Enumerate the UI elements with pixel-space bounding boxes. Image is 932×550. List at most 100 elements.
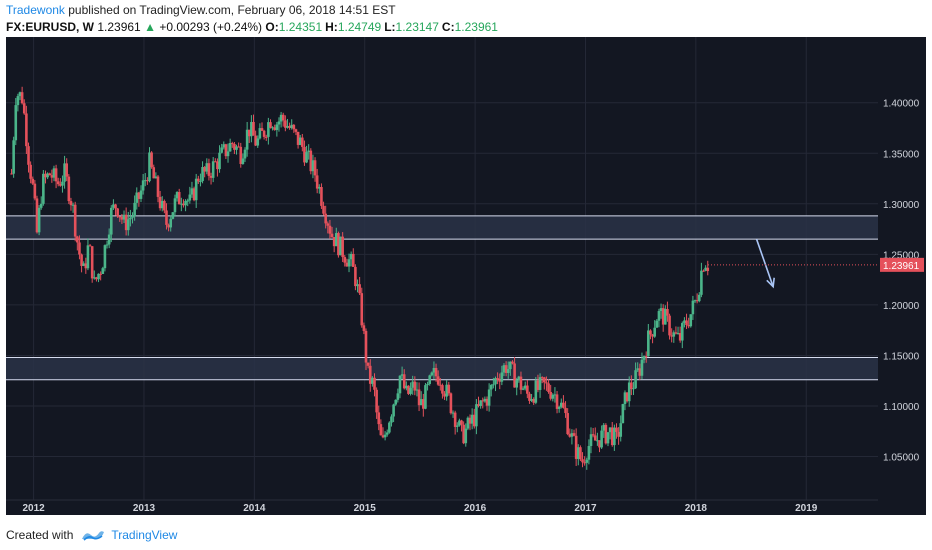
candle-body-42	[99, 273, 102, 275]
candle-50	[116, 207, 119, 218]
candle-body-284	[613, 427, 616, 446]
tradingview-brand[interactable]: TradingView	[111, 528, 178, 542]
candle-body-266	[574, 435, 578, 459]
candle-body-6	[22, 103, 26, 114]
candle-body-245	[530, 399, 533, 401]
candle-212	[460, 419, 463, 432]
candle-body-3	[16, 96, 20, 106]
candle-309	[666, 301, 669, 322]
candle-72	[163, 199, 166, 214]
candle-body-194	[422, 399, 425, 409]
candle-101	[224, 143, 228, 159]
arrow-head	[766, 277, 775, 289]
candle-325	[700, 262, 703, 298]
candle-body-30	[73, 204, 77, 237]
candle-body-282	[608, 427, 612, 433]
candle-body-8	[27, 146, 30, 165]
symbol-label[interactable]: FX:EURUSD, W	[6, 20, 94, 34]
candle-117	[258, 123, 262, 140]
candle-11	[33, 180, 37, 201]
candle-body-227	[492, 384, 495, 386]
candle-body-238	[515, 380, 519, 388]
candle-body-137	[301, 137, 304, 147]
candle-body-197	[428, 375, 431, 384]
candle-112	[247, 129, 251, 144]
candle-body-295	[636, 368, 640, 371]
candle-body-138	[303, 146, 306, 163]
candle-199	[432, 361, 436, 380]
candle-269	[581, 452, 584, 468]
candle-203	[441, 383, 444, 399]
price-chart[interactable]: 1.40000 1.35000 1.30000 1.25000 1.20000 1.150…	[6, 37, 926, 515]
candle-13	[37, 204, 41, 236]
candle-body-228	[494, 378, 497, 385]
candle-286	[617, 427, 620, 445]
candle-45	[105, 240, 109, 249]
candle-129	[284, 115, 287, 132]
candle-289	[623, 390, 627, 411]
candle-body-300	[647, 330, 650, 357]
candle-153	[334, 227, 338, 247]
candle-body-292	[630, 382, 633, 390]
candle-body-252	[545, 382, 548, 384]
candle-body-60	[137, 192, 141, 199]
candle-1	[12, 136, 15, 178]
candle-body-80	[180, 203, 183, 205]
candle-258	[557, 405, 561, 413]
candle-body-256	[553, 394, 557, 396]
candle-92	[205, 158, 209, 175]
candle-228	[494, 376, 497, 392]
candle-126	[277, 117, 281, 132]
candle-body-160	[349, 253, 353, 260]
candle-124	[273, 124, 277, 131]
candle-34	[82, 261, 85, 267]
candle-body-21	[54, 168, 58, 182]
candle-body-95	[211, 161, 215, 178]
x-tick-label-0: 2012	[22, 503, 45, 514]
candle-210	[455, 422, 459, 433]
candle-304	[655, 319, 659, 328]
candle-body-15	[42, 173, 45, 204]
last-price-tag-bg	[880, 257, 924, 272]
candle-body-11	[33, 183, 37, 199]
candle-body-247	[534, 380, 538, 403]
candle-body-106	[235, 146, 238, 150]
candle-body-110	[243, 149, 247, 159]
candle-body-107	[237, 146, 240, 148]
candle-87	[194, 173, 198, 208]
candle-body-114	[252, 121, 255, 136]
candle-body-253	[547, 383, 550, 392]
candle-215	[466, 416, 470, 431]
candle-201	[436, 370, 440, 386]
candle-body-83	[186, 200, 190, 202]
candle-110	[243, 147, 247, 162]
candle-body-224	[485, 398, 489, 406]
candle-74	[167, 223, 170, 232]
candle-body-23	[59, 184, 62, 186]
candle-205	[445, 380, 448, 401]
candle-154	[337, 231, 340, 258]
candle-105	[233, 142, 236, 155]
candle-88	[197, 175, 200, 184]
candle-178	[388, 421, 391, 434]
candle-313	[674, 326, 678, 335]
candle-body-311	[670, 335, 673, 337]
candle-body-49	[114, 204, 117, 209]
candle-body-2	[14, 105, 18, 141]
candle-body-213	[462, 424, 465, 444]
candle-body-124	[273, 127, 277, 130]
candle-316	[680, 321, 684, 349]
candle-body-221	[479, 400, 482, 406]
candle-body-268	[579, 447, 582, 460]
candle-body-31	[76, 236, 79, 243]
candle-27	[67, 174, 71, 204]
candle-9	[29, 161, 32, 184]
candle-266	[574, 428, 578, 466]
candle-141	[309, 148, 313, 175]
candle-body-315	[678, 333, 682, 341]
plot-area[interactable]	[6, 37, 878, 515]
candle-body-208	[451, 412, 455, 414]
price-axis[interactable]	[878, 37, 926, 515]
candle-body-289	[623, 392, 627, 405]
author-link[interactable]: Tradewonk	[6, 3, 65, 17]
